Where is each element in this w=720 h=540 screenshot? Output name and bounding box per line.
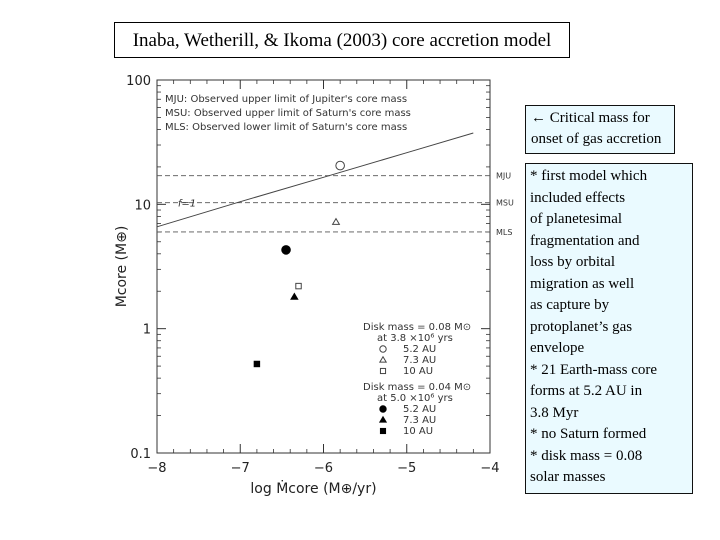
legend-marker bbox=[378, 355, 388, 363]
critical-curve-label: f=1 bbox=[178, 199, 196, 210]
x-tick-label: −7 bbox=[231, 461, 250, 476]
legend-entry: 10 AU bbox=[403, 426, 433, 437]
note-line: protoplanet’s gas bbox=[530, 318, 633, 335]
legend-entry: 7.3 AU bbox=[403, 415, 436, 426]
note-line: * 21 Earth-mass core bbox=[530, 361, 658, 378]
core-accretion-chart: −8 −7 −6 −5 −4 0.1 1 10 100 log Ṁcore (M⊕/yr) Mcor… bbox=[114, 74, 514, 497]
y-axis-label: Mcore (M⊕) bbox=[114, 226, 130, 308]
reference-line-label: MJU bbox=[496, 172, 511, 181]
note-line: * disk mass = 0.08 bbox=[530, 447, 643, 464]
x-axis-label: log Ṁcore (M⊕/yr) bbox=[250, 479, 376, 497]
reference-line-label: MLS bbox=[496, 228, 512, 237]
legend-group-header: at 5.0 ×10⁶ yrs bbox=[377, 393, 453, 404]
note-line: envelope bbox=[530, 340, 585, 356]
legend-entry: 5.2 AU bbox=[403, 404, 436, 415]
note-line: as capture by bbox=[530, 297, 610, 313]
slide-title: Inaba, Wetherill, & Ikoma (2003) core ac… bbox=[114, 22, 570, 58]
legend-marker bbox=[378, 415, 388, 423]
data-point-open-square bbox=[295, 282, 302, 290]
note-line: loss by orbital bbox=[530, 254, 615, 270]
legend-group-header: Disk mass = 0.04 M⊙ bbox=[363, 382, 471, 393]
data-point-filled-square bbox=[253, 360, 261, 368]
note-line: * first model which bbox=[530, 168, 648, 184]
note-line: 3.8 Myr bbox=[530, 404, 579, 421]
note-line: * no Saturn formed bbox=[530, 426, 647, 442]
legend-marker bbox=[379, 345, 387, 353]
data-point-filled-circle bbox=[281, 245, 291, 255]
legend-entry: 10 AU bbox=[403, 366, 433, 377]
note-line: forms at 5.2 AU in bbox=[530, 383, 643, 399]
x-tick-label: −5 bbox=[397, 461, 416, 476]
legend-marker bbox=[379, 405, 387, 413]
x-tick-label: −8 bbox=[147, 461, 166, 476]
model-notes: * first model which included effects of … bbox=[525, 163, 693, 494]
legend-top-entry: MLS: Observed lower limit of Saturn's co… bbox=[165, 122, 407, 133]
legend-marker bbox=[379, 367, 387, 375]
y-tick-label: 10 bbox=[134, 198, 151, 213]
y-tick-label: 1 bbox=[143, 323, 151, 338]
legend-entry: 5.2 AU bbox=[403, 344, 436, 355]
x-tick-label: −4 bbox=[480, 461, 499, 476]
x-tick-label: −6 bbox=[314, 461, 333, 476]
y-tick-label: 0.1 bbox=[130, 447, 151, 462]
critical-mass-note: ← Critical mass for onset of gas accreti… bbox=[525, 105, 675, 154]
legend-group-header: Disk mass = 0.08 M⊙ bbox=[363, 322, 471, 333]
data-point-open-circle bbox=[335, 160, 345, 171]
legend-entry: 7.3 AU bbox=[403, 355, 436, 366]
note-line: of planetesimal bbox=[530, 211, 623, 227]
data-point-open-triangle bbox=[331, 217, 341, 225]
note-line: fragmentation and bbox=[530, 232, 640, 249]
note-line: solar masses bbox=[530, 469, 606, 485]
legend-top-entry: MJU: Observed upper limit of Jupiter's c… bbox=[165, 94, 407, 105]
legend-group-header: at 3.8 ×10⁶ yrs bbox=[377, 333, 453, 344]
data-point-filled-triangle bbox=[290, 292, 299, 300]
note-line: migration as well bbox=[530, 275, 635, 292]
legend-top-entry: MSU: Observed upper limit of Saturn's co… bbox=[165, 108, 411, 119]
y-tick-label: 100 bbox=[126, 74, 151, 89]
critical-mass-line: onset of gas accretion bbox=[531, 131, 662, 147]
reference-line-label: MSU bbox=[496, 199, 514, 208]
critical-mass-line: ← Critical mass for bbox=[531, 110, 650, 126]
critical-mass-curve bbox=[156, 132, 474, 228]
note-line: included effects bbox=[530, 189, 626, 206]
legend-marker bbox=[379, 427, 387, 435]
